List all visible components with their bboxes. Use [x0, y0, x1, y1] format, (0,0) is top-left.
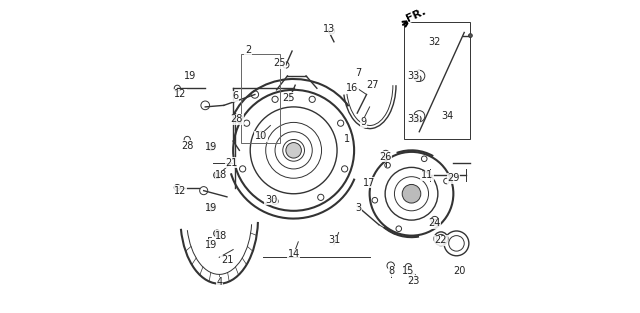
Text: 2: 2 [245, 44, 251, 54]
Text: 19: 19 [205, 240, 217, 250]
Text: 28: 28 [181, 141, 193, 151]
Circle shape [402, 184, 421, 203]
Text: 17: 17 [364, 178, 376, 188]
Text: 16: 16 [346, 83, 358, 93]
Bar [241, 54, 280, 143]
Text: 25: 25 [273, 59, 286, 69]
Text: 9: 9 [360, 117, 367, 127]
Text: 30: 30 [265, 195, 277, 205]
Text: 3: 3 [355, 203, 362, 213]
Circle shape [415, 75, 421, 81]
Text: 31: 31 [328, 235, 340, 245]
Text: 8: 8 [388, 266, 394, 276]
Text: 19: 19 [184, 71, 196, 81]
Text: 18: 18 [215, 170, 227, 180]
Text: 28: 28 [230, 114, 243, 124]
Text: 24: 24 [429, 218, 441, 228]
Text: 22: 22 [435, 235, 447, 245]
Text: 7: 7 [356, 68, 362, 78]
Text: 23: 23 [407, 275, 419, 285]
Circle shape [209, 206, 212, 210]
Text: 12: 12 [174, 186, 187, 196]
Text: 11: 11 [421, 170, 433, 180]
Circle shape [209, 145, 212, 149]
Text: 33: 33 [407, 114, 419, 124]
Text: 18: 18 [215, 231, 227, 241]
Text: 27: 27 [366, 80, 378, 90]
Text: 5: 5 [206, 237, 212, 247]
Text: 21: 21 [221, 255, 233, 265]
Circle shape [415, 115, 421, 122]
Text: 29: 29 [447, 173, 460, 183]
Text: 13: 13 [323, 24, 335, 34]
Text: 19: 19 [205, 142, 217, 152]
Text: 15: 15 [402, 266, 415, 276]
Bar [404, 22, 470, 140]
Text: 32: 32 [429, 37, 441, 47]
Text: 34: 34 [441, 111, 453, 121]
Text: 6: 6 [232, 91, 239, 101]
Text: 10: 10 [255, 131, 267, 141]
Text: 26: 26 [379, 151, 391, 162]
Text: FR.: FR. [404, 6, 427, 23]
Text: 4: 4 [216, 277, 222, 287]
Text: 14: 14 [287, 249, 300, 259]
Text: 21: 21 [225, 158, 238, 168]
Circle shape [215, 173, 219, 177]
Circle shape [468, 34, 472, 38]
Text: 19: 19 [205, 203, 217, 213]
Text: 25: 25 [282, 93, 294, 103]
Text: 12: 12 [174, 90, 187, 100]
Text: 1: 1 [344, 135, 350, 145]
Circle shape [286, 143, 301, 158]
Circle shape [215, 232, 219, 235]
Text: 33: 33 [407, 71, 419, 81]
Text: 20: 20 [453, 266, 466, 276]
